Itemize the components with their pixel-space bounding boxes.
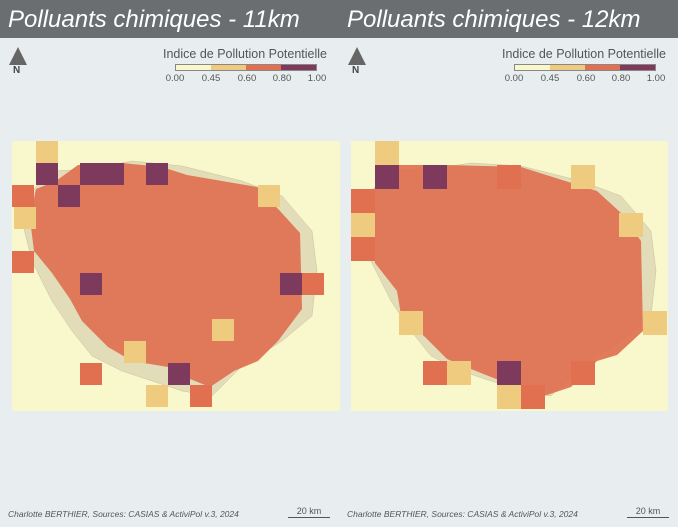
legend-color-bar <box>175 64 317 71</box>
legend-tick: 0.60 <box>576 73 596 84</box>
scale-label: 20 km <box>296 506 322 516</box>
legend-tick: 0.80 <box>611 73 631 84</box>
legend-tick: 0.45 <box>201 73 221 84</box>
legend-tick: 1.00 <box>646 73 666 84</box>
title-bar: Polluants chimiques - 12km <box>339 0 678 38</box>
legend-tick: 0.00 <box>504 73 524 84</box>
scale-bar: 20 km <box>288 506 330 518</box>
legend-tick: 0.45 <box>540 73 560 84</box>
legend-color-bar <box>514 64 656 71</box>
north-arrow-icon: N <box>8 46 28 78</box>
map-credits: Charlotte BERTHIER, Sources: CASIAS & Ac… <box>347 509 578 519</box>
scale-label: 20 km <box>635 506 661 516</box>
map-panel-12km: Polluants chimiques - 12km N Indice de P… <box>339 0 678 527</box>
north-label: N <box>13 65 21 76</box>
north-arrow-icon: N <box>347 46 367 78</box>
legend-title: Indice de Pollution Potentielle <box>502 47 667 61</box>
legend-tick: 0.00 <box>165 73 185 84</box>
scale-bar: 20 km <box>627 506 669 518</box>
title-bar: Polluants chimiques - 11km <box>0 0 339 38</box>
pollution-grid-map <box>12 141 340 411</box>
pollution-grid-map <box>351 141 668 411</box>
map-credits: Charlotte BERTHIER, Sources: CASIAS & Ac… <box>8 509 239 519</box>
legend-tick: 1.00 <box>307 73 327 84</box>
map-title: Polluants chimiques - 12km <box>347 6 641 33</box>
north-label: N <box>352 65 360 76</box>
legend-title: Indice de Pollution Potentielle <box>163 47 328 61</box>
map-title: Polluants chimiques - 11km <box>8 6 300 33</box>
legend-ticks: 0.00 0.45 0.60 0.80 1.00 <box>499 73 674 85</box>
legend-tick: 0.80 <box>272 73 292 84</box>
legend-tick: 0.60 <box>237 73 257 84</box>
legend-ticks: 0.00 0.45 0.60 0.80 1.00 <box>160 73 335 85</box>
map-panel-11km: Polluants chimiques - 11km N Indice de P… <box>0 0 340 519</box>
